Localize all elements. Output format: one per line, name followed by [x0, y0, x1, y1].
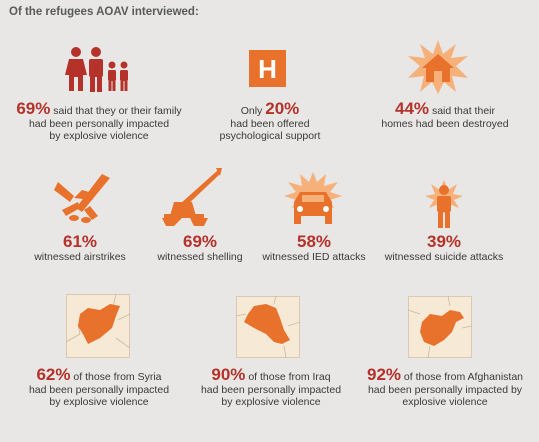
stat-percent: 90%: [211, 365, 246, 384]
stat-percent: 62%: [36, 365, 71, 384]
afghanistan-map-icon: [408, 296, 472, 358]
stat-percent: 44%: [395, 99, 430, 118]
stat-ied: 58% witnessed IED attacks: [262, 232, 366, 263]
iraq-map-icon: [236, 296, 300, 358]
destroyed-home-icon: [408, 40, 468, 94]
hospital-letter: H: [258, 54, 277, 84]
stat-airstrikes: 61% witnessed airstrikes: [34, 232, 126, 263]
stat-percent: 20%: [265, 99, 300, 118]
stat-suicide: 39% witnessed suicide attacks: [384, 232, 504, 263]
syria-map-icon: [66, 294, 130, 358]
hospital-icon: H: [249, 50, 286, 87]
stat-iraq: 90% of those from Iraq had been personal…: [200, 365, 342, 408]
stat-psych-support: Only 20% had been offered psychological …: [219, 99, 321, 142]
family-icon: [65, 47, 128, 92]
stat-percent: 92%: [366, 365, 402, 384]
stat-percent: 69%: [16, 99, 51, 118]
stat-homes-destroyed: 44% said that their homes had been destr…: [381, 99, 509, 130]
stat-percent: 69%: [182, 232, 218, 251]
stat-percent: 61%: [62, 232, 98, 251]
stat-syria: 62% of those from Syria had been persona…: [28, 365, 170, 408]
jet-icon: [54, 174, 110, 223]
artillery-icon: [162, 168, 222, 226]
stat-shelling: 69% witnessed shelling: [157, 232, 243, 263]
stat-percent: 39%: [426, 232, 462, 251]
car-bomb-icon: [284, 172, 342, 224]
stat-percent: 58%: [296, 232, 332, 251]
stat-family-impacted: 69% said that they or their family had b…: [16, 99, 182, 142]
page-title: Of the refugees AOAV interviewed:: [9, 6, 199, 18]
suicide-bomber-icon: [425, 180, 463, 228]
stat-afghanistan: 92% of those from Afghanistan had been p…: [366, 365, 524, 408]
